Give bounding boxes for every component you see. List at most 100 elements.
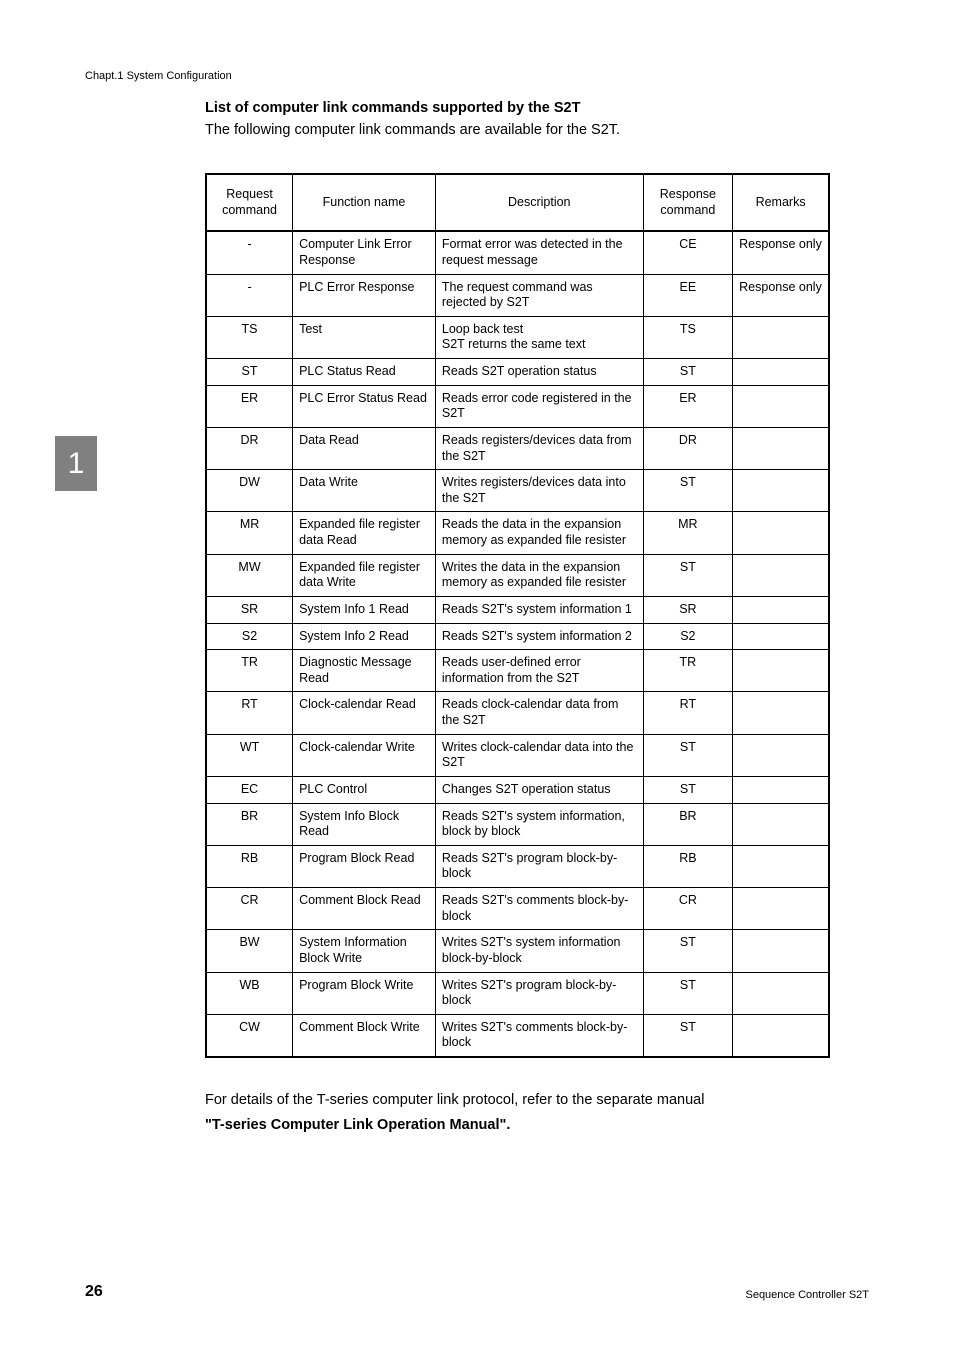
table-row: CRComment Block ReadReads S2T's comments…	[206, 888, 829, 930]
cell-function: Comment Block Write	[293, 1014, 436, 1057]
cell-desc: Reads S2T's comments block-by-block	[435, 888, 643, 930]
post-line-2: "T-series Computer Link Operation Manual…	[205, 1117, 510, 1133]
cell-response: ST	[643, 1014, 733, 1057]
cell-desc: Writes registers/devices data into the S…	[435, 470, 643, 512]
cell-request: CW	[206, 1014, 293, 1057]
cell-remarks	[733, 734, 829, 776]
table-row: MWExpanded file register data WriteWrite…	[206, 554, 829, 596]
cell-request: RT	[206, 692, 293, 734]
cell-remarks	[733, 316, 829, 358]
cell-request: TR	[206, 650, 293, 692]
cell-response: ST	[643, 972, 733, 1014]
table-body: -Computer Link Error ResponseFormat erro…	[206, 231, 829, 1057]
cell-remarks	[733, 803, 829, 845]
cell-request: SR	[206, 596, 293, 623]
cell-remarks	[733, 623, 829, 650]
table-row: DRData ReadReads registers/devices data …	[206, 427, 829, 469]
cell-remarks	[733, 596, 829, 623]
side-chapter-tab: 1	[55, 436, 97, 491]
cell-response: TR	[643, 650, 733, 692]
cell-response: MR	[643, 512, 733, 554]
cell-remarks	[733, 930, 829, 972]
section-title: List of computer link commands supported…	[205, 100, 869, 116]
header-response: Response command	[643, 174, 733, 231]
table-row: BWSystem Information Block WriteWrites S…	[206, 930, 829, 972]
header-remarks: Remarks	[733, 174, 829, 231]
header-desc: Description	[435, 174, 643, 231]
cell-remarks: Response only	[733, 274, 829, 316]
cell-response: ST	[643, 776, 733, 803]
chapter-header: Chapt.1 System Configuration	[85, 70, 869, 82]
table-row: ERPLC Error Status ReadReads error code …	[206, 385, 829, 427]
cell-remarks	[733, 972, 829, 1014]
cell-response: RB	[643, 845, 733, 887]
cell-desc: Reads S2T's system information 2	[435, 623, 643, 650]
cell-desc: Writes clock-calendar data into the S2T	[435, 734, 643, 776]
cell-remarks: Response only	[733, 231, 829, 274]
cell-remarks	[733, 888, 829, 930]
cell-desc: Writes S2T's comments block-by-block	[435, 1014, 643, 1057]
cell-request: MR	[206, 512, 293, 554]
cell-remarks	[733, 650, 829, 692]
page: Chapt.1 System Configuration 1 List of c…	[0, 0, 954, 1351]
cell-desc: Reads S2T's system information, block by…	[435, 803, 643, 845]
cell-request: ER	[206, 385, 293, 427]
cell-request: WB	[206, 972, 293, 1014]
table-header-row: Request command Function name Descriptio…	[206, 174, 829, 231]
cell-response: CE	[643, 231, 733, 274]
cell-response: EE	[643, 274, 733, 316]
cell-request: -	[206, 231, 293, 274]
cell-remarks	[733, 845, 829, 887]
table-row: DWData WriteWrites registers/devices dat…	[206, 470, 829, 512]
cell-response: BR	[643, 803, 733, 845]
commands-table: Request command Function name Descriptio…	[205, 173, 830, 1058]
cell-function: PLC Error Status Read	[293, 385, 436, 427]
cell-request: BW	[206, 930, 293, 972]
table-row: WTClock-calendar WriteWrites clock-calen…	[206, 734, 829, 776]
table-row: CWComment Block WriteWrites S2T's commen…	[206, 1014, 829, 1057]
table-row: WBProgram Block WriteWrites S2T's progra…	[206, 972, 829, 1014]
cell-function: Expanded file register data Read	[293, 512, 436, 554]
cell-response: CR	[643, 888, 733, 930]
cell-function: Comment Block Read	[293, 888, 436, 930]
cell-function: PLC Control	[293, 776, 436, 803]
cell-function: Clock-calendar Write	[293, 734, 436, 776]
table-row: BR System Info Block ReadReads S2T's syst…	[206, 803, 829, 845]
cell-remarks	[733, 776, 829, 803]
cell-desc: Reads S2T's system information 1	[435, 596, 643, 623]
table-row: SRSystem Info 1 ReadReads S2T's system i…	[206, 596, 829, 623]
cell-desc: The request command was rejected by S2T	[435, 274, 643, 316]
table-row: RBProgram Block ReadReads S2T's program …	[206, 845, 829, 887]
cell-response: ST	[643, 359, 733, 386]
cell-function: Test	[293, 316, 436, 358]
cell-function: System Information Block Write	[293, 930, 436, 972]
table-row: S2System Info 2 ReadReads S2T's system i…	[206, 623, 829, 650]
cell-function: System Info Block Read	[293, 803, 436, 845]
cell-request: -	[206, 274, 293, 316]
cell-desc: Reads the data in the expansion memory a…	[435, 512, 643, 554]
content-area: List of computer link commands supported…	[205, 100, 869, 1137]
cell-desc: Writes the data in the expansion memory …	[435, 554, 643, 596]
cell-function: System Info 2 Read	[293, 623, 436, 650]
table-row: RTClock-calendar ReadReads clock-calenda…	[206, 692, 829, 734]
cell-request: CR	[206, 888, 293, 930]
cell-response: ER	[643, 385, 733, 427]
cell-response: ST	[643, 554, 733, 596]
cell-function: Computer Link Error Response	[293, 231, 436, 274]
table-row: STPLC Status ReadReads S2T operation sta…	[206, 359, 829, 386]
cell-request: ST	[206, 359, 293, 386]
cell-desc: Reads clock-calendar data from the S2T	[435, 692, 643, 734]
header-request: Request command	[206, 174, 293, 231]
page-number: 26	[85, 1283, 103, 1301]
cell-function: PLC Error Response	[293, 274, 436, 316]
cell-function: System Info 1 Read	[293, 596, 436, 623]
cell-remarks	[733, 427, 829, 469]
cell-response: RT	[643, 692, 733, 734]
cell-desc: Reads S2T operation status	[435, 359, 643, 386]
header-function: Function name	[293, 174, 436, 231]
cell-request: RB	[206, 845, 293, 887]
post-text: For details of the T-series computer lin…	[205, 1088, 869, 1137]
cell-desc: Reads error code registered in the S2T	[435, 385, 643, 427]
table-row: -PLC Error ResponseThe request command w…	[206, 274, 829, 316]
cell-desc: Format error was detected in the request…	[435, 231, 643, 274]
